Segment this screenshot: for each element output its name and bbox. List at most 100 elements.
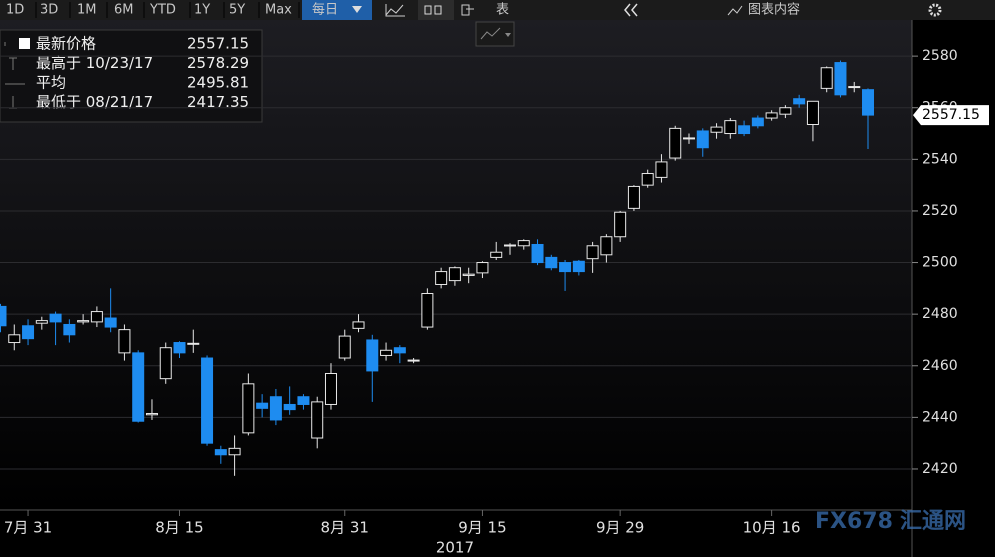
chart-type-arrow bbox=[505, 33, 511, 37]
legend-value: 2417.35 bbox=[187, 93, 249, 111]
candle-body bbox=[118, 329, 131, 354]
candle-body bbox=[8, 334, 21, 344]
candle-body bbox=[683, 137, 695, 140]
candle-body bbox=[228, 447, 241, 456]
candle-body bbox=[104, 317, 117, 328]
x-tick-label: 8月 31 bbox=[321, 519, 369, 537]
candle-body bbox=[462, 273, 475, 276]
x-tick-label: 8月 15 bbox=[155, 519, 203, 537]
candle-body bbox=[421, 293, 434, 328]
range-button[interactable]: 1Y bbox=[194, 3, 210, 18]
collapse-icon[interactable] bbox=[624, 3, 638, 17]
candle-body bbox=[159, 347, 172, 380]
legend-value: 2495.81 bbox=[187, 74, 249, 92]
candle-icon bbox=[434, 5, 442, 15]
candle-icon bbox=[424, 5, 432, 15]
candle-body bbox=[738, 125, 751, 135]
candle-body bbox=[641, 173, 654, 186]
y-tick-label: 2440 bbox=[922, 409, 958, 425]
legend-label: 最高于 10/23/17 bbox=[36, 54, 153, 72]
settings-icon[interactable] bbox=[928, 3, 942, 17]
candle-body bbox=[380, 349, 393, 356]
legend-box bbox=[0, 29, 263, 123]
toolbar: 每日 表 图表内容 1D 3D 1M 6M YTD 1Y 5Y Max bbox=[0, 0, 995, 47]
legend-value: 2578.29 bbox=[187, 54, 249, 72]
x-tick-label: 10月 16 bbox=[743, 519, 801, 537]
table-button[interactable]: 表 bbox=[496, 3, 509, 18]
range-button[interactable]: 1D bbox=[6, 3, 24, 18]
range-button[interactable]: 6M bbox=[114, 3, 134, 18]
chart-type-icon bbox=[480, 27, 501, 40]
candle-body bbox=[214, 449, 227, 456]
candle-body bbox=[297, 396, 310, 405]
candle-body bbox=[696, 130, 709, 149]
x-tick-label: 9月 15 bbox=[458, 519, 506, 537]
legend-symbols bbox=[4, 42, 25, 109]
legend-swatch bbox=[19, 38, 30, 49]
candle-body bbox=[765, 112, 778, 119]
legend-label: 最低于 08/21/17 bbox=[36, 93, 153, 111]
candle-body bbox=[862, 89, 875, 116]
candle-body bbox=[49, 313, 62, 323]
candle-body bbox=[531, 243, 544, 264]
legend-value: 2557.15 bbox=[187, 35, 249, 53]
candle-body bbox=[600, 236, 613, 256]
dropdown-arrow bbox=[352, 6, 362, 13]
x-tick-label: 7月 31 bbox=[4, 519, 52, 537]
candle-body bbox=[559, 262, 572, 273]
candle-body bbox=[806, 100, 819, 126]
legend-label: 平均 bbox=[36, 74, 66, 92]
candle-body bbox=[77, 320, 90, 323]
candle-body bbox=[586, 245, 599, 260]
candle-body bbox=[503, 244, 516, 247]
candle-body bbox=[848, 86, 861, 89]
candle-body bbox=[448, 267, 461, 282]
candle-body bbox=[669, 127, 682, 159]
range-button[interactable]: 5Y bbox=[229, 3, 245, 18]
candle-body bbox=[324, 373, 337, 405]
candle-body bbox=[256, 402, 269, 409]
toolbar-bg bbox=[0, 0, 995, 20]
candle-body bbox=[655, 161, 668, 178]
candle-body bbox=[517, 240, 530, 247]
candle-body bbox=[751, 117, 764, 127]
candle-body bbox=[834, 62, 847, 96]
candle-body bbox=[22, 325, 35, 340]
candle-body bbox=[490, 251, 503, 258]
y-tick-label: 2540 bbox=[922, 151, 958, 167]
period-button[interactable] bbox=[302, 0, 372, 20]
x-axis-background bbox=[0, 510, 912, 557]
candle-body bbox=[269, 396, 282, 421]
legend-label: 最新价格 bbox=[36, 35, 96, 53]
draw-icon[interactable] bbox=[461, 4, 474, 16]
line-icon[interactable] bbox=[385, 4, 405, 17]
x-year-label: 2017 bbox=[436, 539, 474, 557]
range-button[interactable]: YTD bbox=[149, 3, 176, 18]
y-tick-label: 2460 bbox=[922, 358, 958, 374]
candle-body bbox=[614, 211, 627, 238]
candle-body bbox=[366, 339, 379, 372]
candle-body bbox=[132, 352, 145, 422]
period-label[interactable]: 每日 bbox=[312, 2, 338, 18]
candle-body bbox=[572, 260, 585, 273]
candle-body bbox=[545, 256, 558, 269]
range-button[interactable]: 1M bbox=[77, 3, 97, 18]
y-tick-label: 2480 bbox=[922, 306, 958, 322]
y-tick-label: 2580 bbox=[922, 48, 958, 64]
candle-body bbox=[338, 335, 351, 359]
candle-body bbox=[476, 262, 489, 274]
chart-contents[interactable]: 图表内容 bbox=[748, 2, 800, 18]
candle-body bbox=[0, 305, 7, 327]
candle-body bbox=[793, 98, 806, 105]
y-tick-label: 2520 bbox=[922, 203, 958, 219]
candle-body bbox=[393, 347, 406, 354]
candle-body bbox=[242, 383, 255, 434]
candle-button[interactable] bbox=[418, 0, 454, 20]
watermark: 汇通网 bbox=[900, 509, 966, 534]
candle-body bbox=[283, 403, 296, 411]
range-button[interactable]: Max bbox=[265, 3, 292, 18]
candle-body bbox=[173, 342, 186, 354]
range-button[interactable]: 3D bbox=[40, 3, 58, 18]
price-marker bbox=[913, 105, 989, 126]
